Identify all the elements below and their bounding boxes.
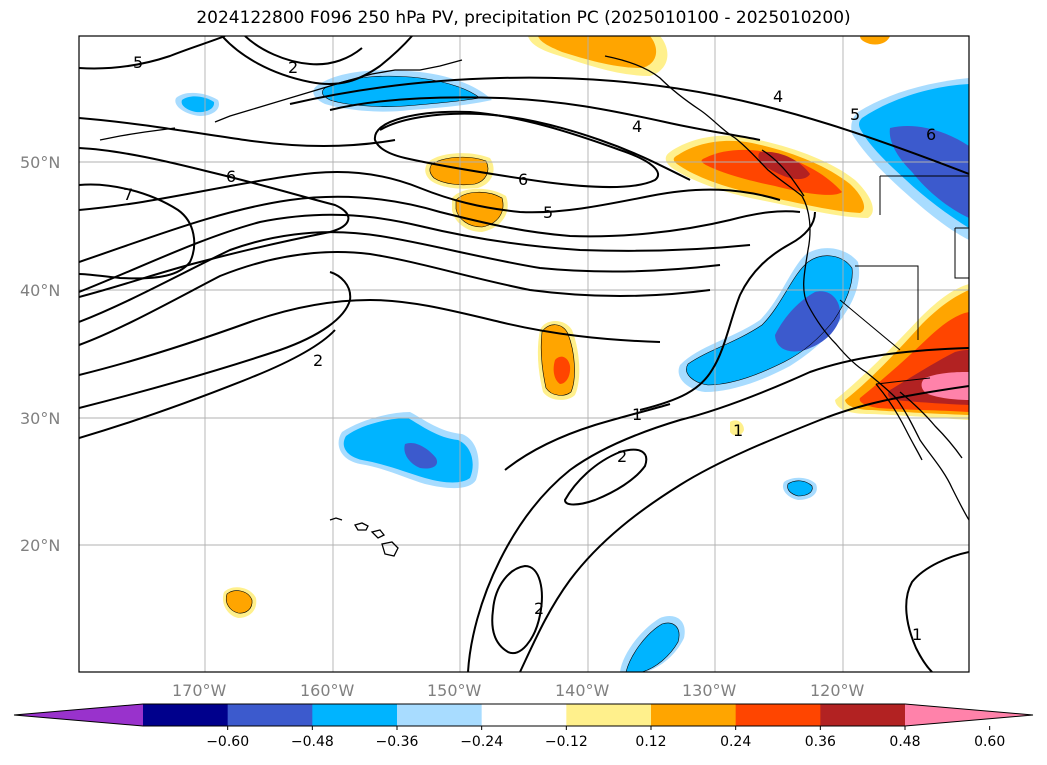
lat-label: 30°N (20, 409, 60, 428)
colorbar-segment (566, 704, 652, 726)
colorbar-tick-label: 0.12 (635, 734, 666, 750)
colorbar-tick-label: −0.48 (291, 734, 334, 750)
longitude-labels: 170°W 160°W 150°W 140°W 130°W 120°W (172, 681, 865, 700)
gridlines (79, 36, 969, 672)
map-content: 5 2 7 6 4 6 5 4 5 6 2 1 2 1 2 1 (79, 36, 969, 672)
colorbar-tick-label: 0.60 (974, 734, 1005, 750)
colorbar-extend-max (905, 704, 1033, 726)
colorbar-tick-label: −0.24 (460, 734, 503, 750)
colorbar-segment (397, 704, 483, 726)
colorbar-segment (735, 704, 821, 726)
contour-label: 7 (123, 185, 133, 204)
contour-label: 5 (543, 203, 553, 222)
shading-outlines (225, 75, 853, 672)
colorbar-extend-min (14, 704, 143, 726)
map-frame (78, 35, 970, 673)
colorbar: −0.60 −0.48 −0.36 −0.24 −0.12 0.12 0.24 0.36 0.4… (13, 703, 1034, 750)
contour-label: 1 (912, 625, 922, 644)
contour-label: 2 (617, 447, 627, 466)
pv-contour-labels: 5 2 7 6 4 6 5 4 5 6 2 1 2 1 2 1 (123, 53, 936, 644)
colorbar-tick-label: 0.36 (805, 734, 836, 750)
colorbar-segment (312, 704, 398, 726)
contour-label: 1 (632, 405, 642, 424)
lon-label: 130°W (682, 681, 737, 700)
colorbar-tick-label: 0.24 (720, 734, 751, 750)
colorbar-segment (481, 704, 567, 726)
latitude-labels: 50°N 40°N 30°N 20°N (20, 153, 60, 555)
contour-label: 6 (226, 167, 236, 186)
contour-label: 4 (773, 87, 783, 106)
contour-label: 6 (926, 125, 936, 144)
contour-label: 2 (288, 58, 298, 77)
contour-label: 5 (133, 53, 143, 72)
colorbar-segment (227, 704, 313, 726)
pv-contours (79, 36, 969, 672)
contour-label: 5 (850, 105, 860, 124)
lon-label: 170°W (172, 681, 227, 700)
lat-label: 40°N (20, 281, 60, 300)
colorbar-segment (143, 704, 229, 726)
contour-label: 6 (518, 170, 528, 189)
lon-label: 150°W (427, 681, 482, 700)
lat-label: 50°N (20, 153, 60, 172)
map-title: 2024122800 F096 250 hPa PV, precipitatio… (196, 8, 851, 28)
colorbar-tick-label: −0.12 (545, 734, 588, 750)
lon-label: 120°W (810, 681, 865, 700)
colorbar-segment (820, 704, 906, 726)
colorbar-outline (13, 703, 1034, 727)
negative-precip-shading (175, 70, 969, 672)
lon-label: 140°W (555, 681, 610, 700)
contour-label: 4 (632, 117, 642, 136)
contour-label: 2 (534, 599, 544, 618)
colorbar-tick-label: −0.36 (376, 734, 419, 750)
colorbar-segment (651, 704, 737, 726)
contour-label: 1 (733, 421, 743, 440)
lon-label: 160°W (300, 681, 355, 700)
map-background (79, 36, 969, 672)
colorbar-tick-label: −0.60 (206, 734, 249, 750)
lat-label: 20°N (20, 536, 60, 555)
coastlines (99, 55, 969, 557)
contour-label: 2 (313, 351, 323, 370)
colorbar-tick-label: 0.48 (889, 734, 920, 750)
